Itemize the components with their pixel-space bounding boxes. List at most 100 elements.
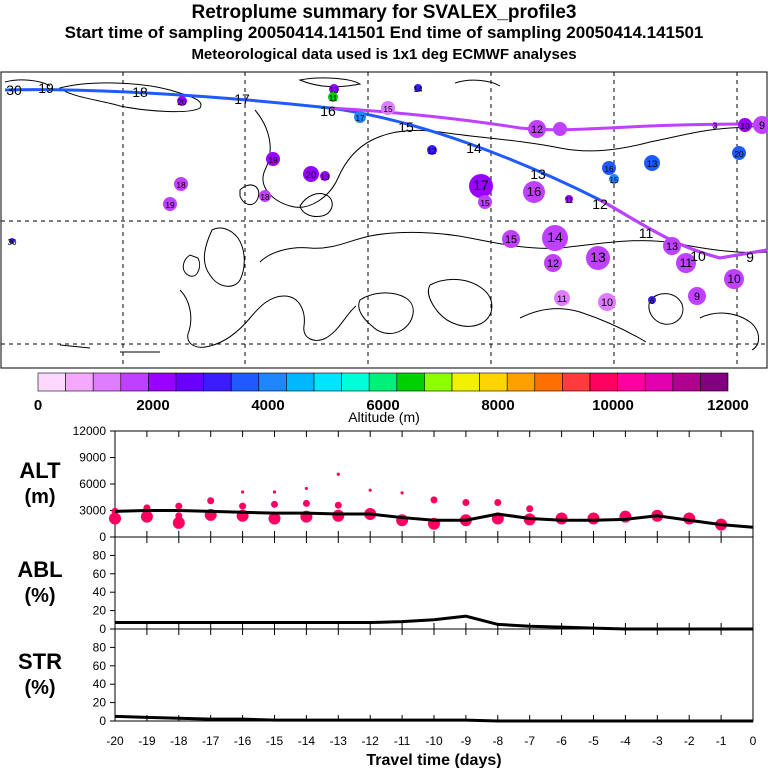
cluster-dot — [553, 122, 567, 136]
cluster-marker: 13 — [586, 246, 610, 270]
cluster-dot — [586, 246, 610, 270]
y-tick-label: 80 — [93, 640, 107, 654]
day-label: 13 — [530, 166, 546, 182]
str-frame — [114, 628, 754, 722]
cluster-label: 11 — [680, 256, 693, 270]
altitude-colorbar: 0 2000 4000 6000 8000 10000 12000 — [34, 372, 749, 414]
cluster-label: 10 — [727, 272, 741, 286]
lower-trajectory — [599, 198, 768, 260]
x-tick-label: -6 — [556, 734, 567, 748]
cluster-dot — [542, 225, 568, 251]
cluster-marker: 9 — [688, 287, 706, 305]
cluster-dot — [648, 296, 656, 304]
cluster-label: 30 — [8, 238, 17, 247]
abl-unit: (%) — [24, 585, 55, 607]
alt-cluster-dot — [302, 499, 310, 507]
day-label: 19 — [38, 80, 54, 96]
colorbar-swatch — [617, 372, 646, 392]
cluster-marker: 20 — [732, 146, 746, 160]
cluster-marker: 17 — [354, 111, 366, 123]
abl-panel: 0 20 40 60 80 ABL (%) — [17, 536, 754, 636]
day-label: 10 — [690, 248, 706, 264]
x-tick-label: 0 — [750, 734, 757, 748]
alt-cluster-dot — [336, 472, 340, 476]
cluster-label: 15 — [383, 104, 393, 114]
cluster-dot — [354, 111, 366, 123]
day-label: 9 — [746, 249, 754, 265]
x-tick-label: -16 — [234, 734, 252, 748]
y-tick-label: 20 — [93, 696, 107, 710]
cluster-label: 12 — [428, 147, 437, 156]
map-panel: 13 14 20 11 15 17 12 10 9 3 12 20 19 13 16 15 20 13 18 17 16… — [0, 71, 768, 369]
alt-cluster-dot — [368, 488, 372, 492]
alt-cluster-dot — [175, 502, 183, 510]
x-tick-label: -12 — [362, 734, 380, 748]
cluster-markers: 13 14 20 11 15 17 12 10 9 3 12 20 19 13 16 15 20 13 18 17 16… — [8, 84, 768, 311]
alt-cluster-dot — [494, 499, 502, 507]
cluster-label: 15 — [610, 176, 619, 185]
cluster-marker — [553, 122, 567, 136]
cluster-dot — [502, 230, 520, 248]
cluster-label: 13 — [330, 86, 339, 95]
day-label: 14 — [466, 140, 482, 156]
cluster-marker: 11 — [328, 92, 338, 103]
cluster-marker: 10 — [738, 118, 752, 132]
day-label: 16 — [320, 103, 336, 119]
y-tick-label: 0 — [99, 622, 106, 636]
alt-series-line — [114, 509, 754, 529]
colorbar-tick: 0 — [34, 397, 42, 414]
cluster-label: 19 — [165, 200, 175, 210]
cluster-dot — [329, 84, 339, 94]
alt-cluster-dot — [555, 512, 568, 525]
cluster-dot — [328, 92, 338, 102]
cluster-dot — [478, 195, 492, 209]
cluster-label: 11 — [565, 196, 574, 205]
cluster-marker: 14 — [414, 84, 423, 94]
cluster-label: 17 — [356, 114, 365, 123]
x-tick-label: -19 — [138, 734, 156, 748]
abl-label: ABL — [17, 557, 62, 582]
cluster-dot — [9, 238, 15, 244]
alt-cluster-dot — [272, 490, 277, 494]
cluster-marker: 18 — [174, 177, 188, 191]
colorbar-swatch — [424, 372, 453, 392]
cluster-label: 10 — [601, 297, 613, 309]
y-tick-label: 60 — [93, 659, 107, 673]
alt-cluster-dot — [239, 502, 247, 510]
upper-trajectory — [329, 106, 768, 132]
colorbar-swatch — [230, 372, 260, 392]
alt-cluster-dot — [587, 512, 600, 525]
y-tick-label: 40 — [93, 585, 107, 599]
cluster-label: 20 — [734, 149, 744, 159]
cluster-label: 20 — [306, 170, 317, 181]
cluster-marker: 14 — [542, 225, 568, 251]
cluster-marker: 11 — [554, 290, 570, 306]
alt-cluster-dot — [462, 499, 470, 507]
cluster-label: 14 — [547, 229, 563, 245]
day-label: 12 — [592, 196, 608, 212]
cluster-marker: 13 — [644, 155, 660, 171]
cluster-label: 15 — [505, 234, 517, 246]
cluster-marker: 11 — [565, 195, 574, 205]
day-label: 18 — [132, 84, 148, 100]
day-label: 11 — [639, 225, 654, 241]
cluster-label: 18 — [176, 180, 186, 190]
colorbar-swatch — [368, 372, 398, 392]
alt-cluster-dot — [304, 486, 308, 491]
coastlines — [4, 77, 768, 353]
cluster-dot — [753, 116, 768, 134]
x-axis: -20 -19 -18 -17 -16 -15 -14 -13 -12 -11 -10 -9 -8 -7-… — [106, 734, 756, 768]
chart-title: Retroplume summary for SVALEX_profile3 — [191, 2, 577, 23]
colorbar-tick: 4000 — [251, 397, 284, 414]
cluster-marker: 3 — [712, 122, 718, 131]
x-tick-label: -9 — [461, 734, 472, 748]
x-tick-label: -4 — [620, 734, 631, 748]
alt-label: ALT — [19, 458, 61, 483]
cluster-marker: 20 — [303, 166, 319, 182]
cluster-label: 17 — [473, 177, 489, 193]
cluster-dot — [174, 177, 188, 191]
cluster-dot — [602, 161, 616, 175]
colorbar-swatch — [203, 372, 232, 392]
x-tick-label: -20 — [106, 734, 124, 748]
